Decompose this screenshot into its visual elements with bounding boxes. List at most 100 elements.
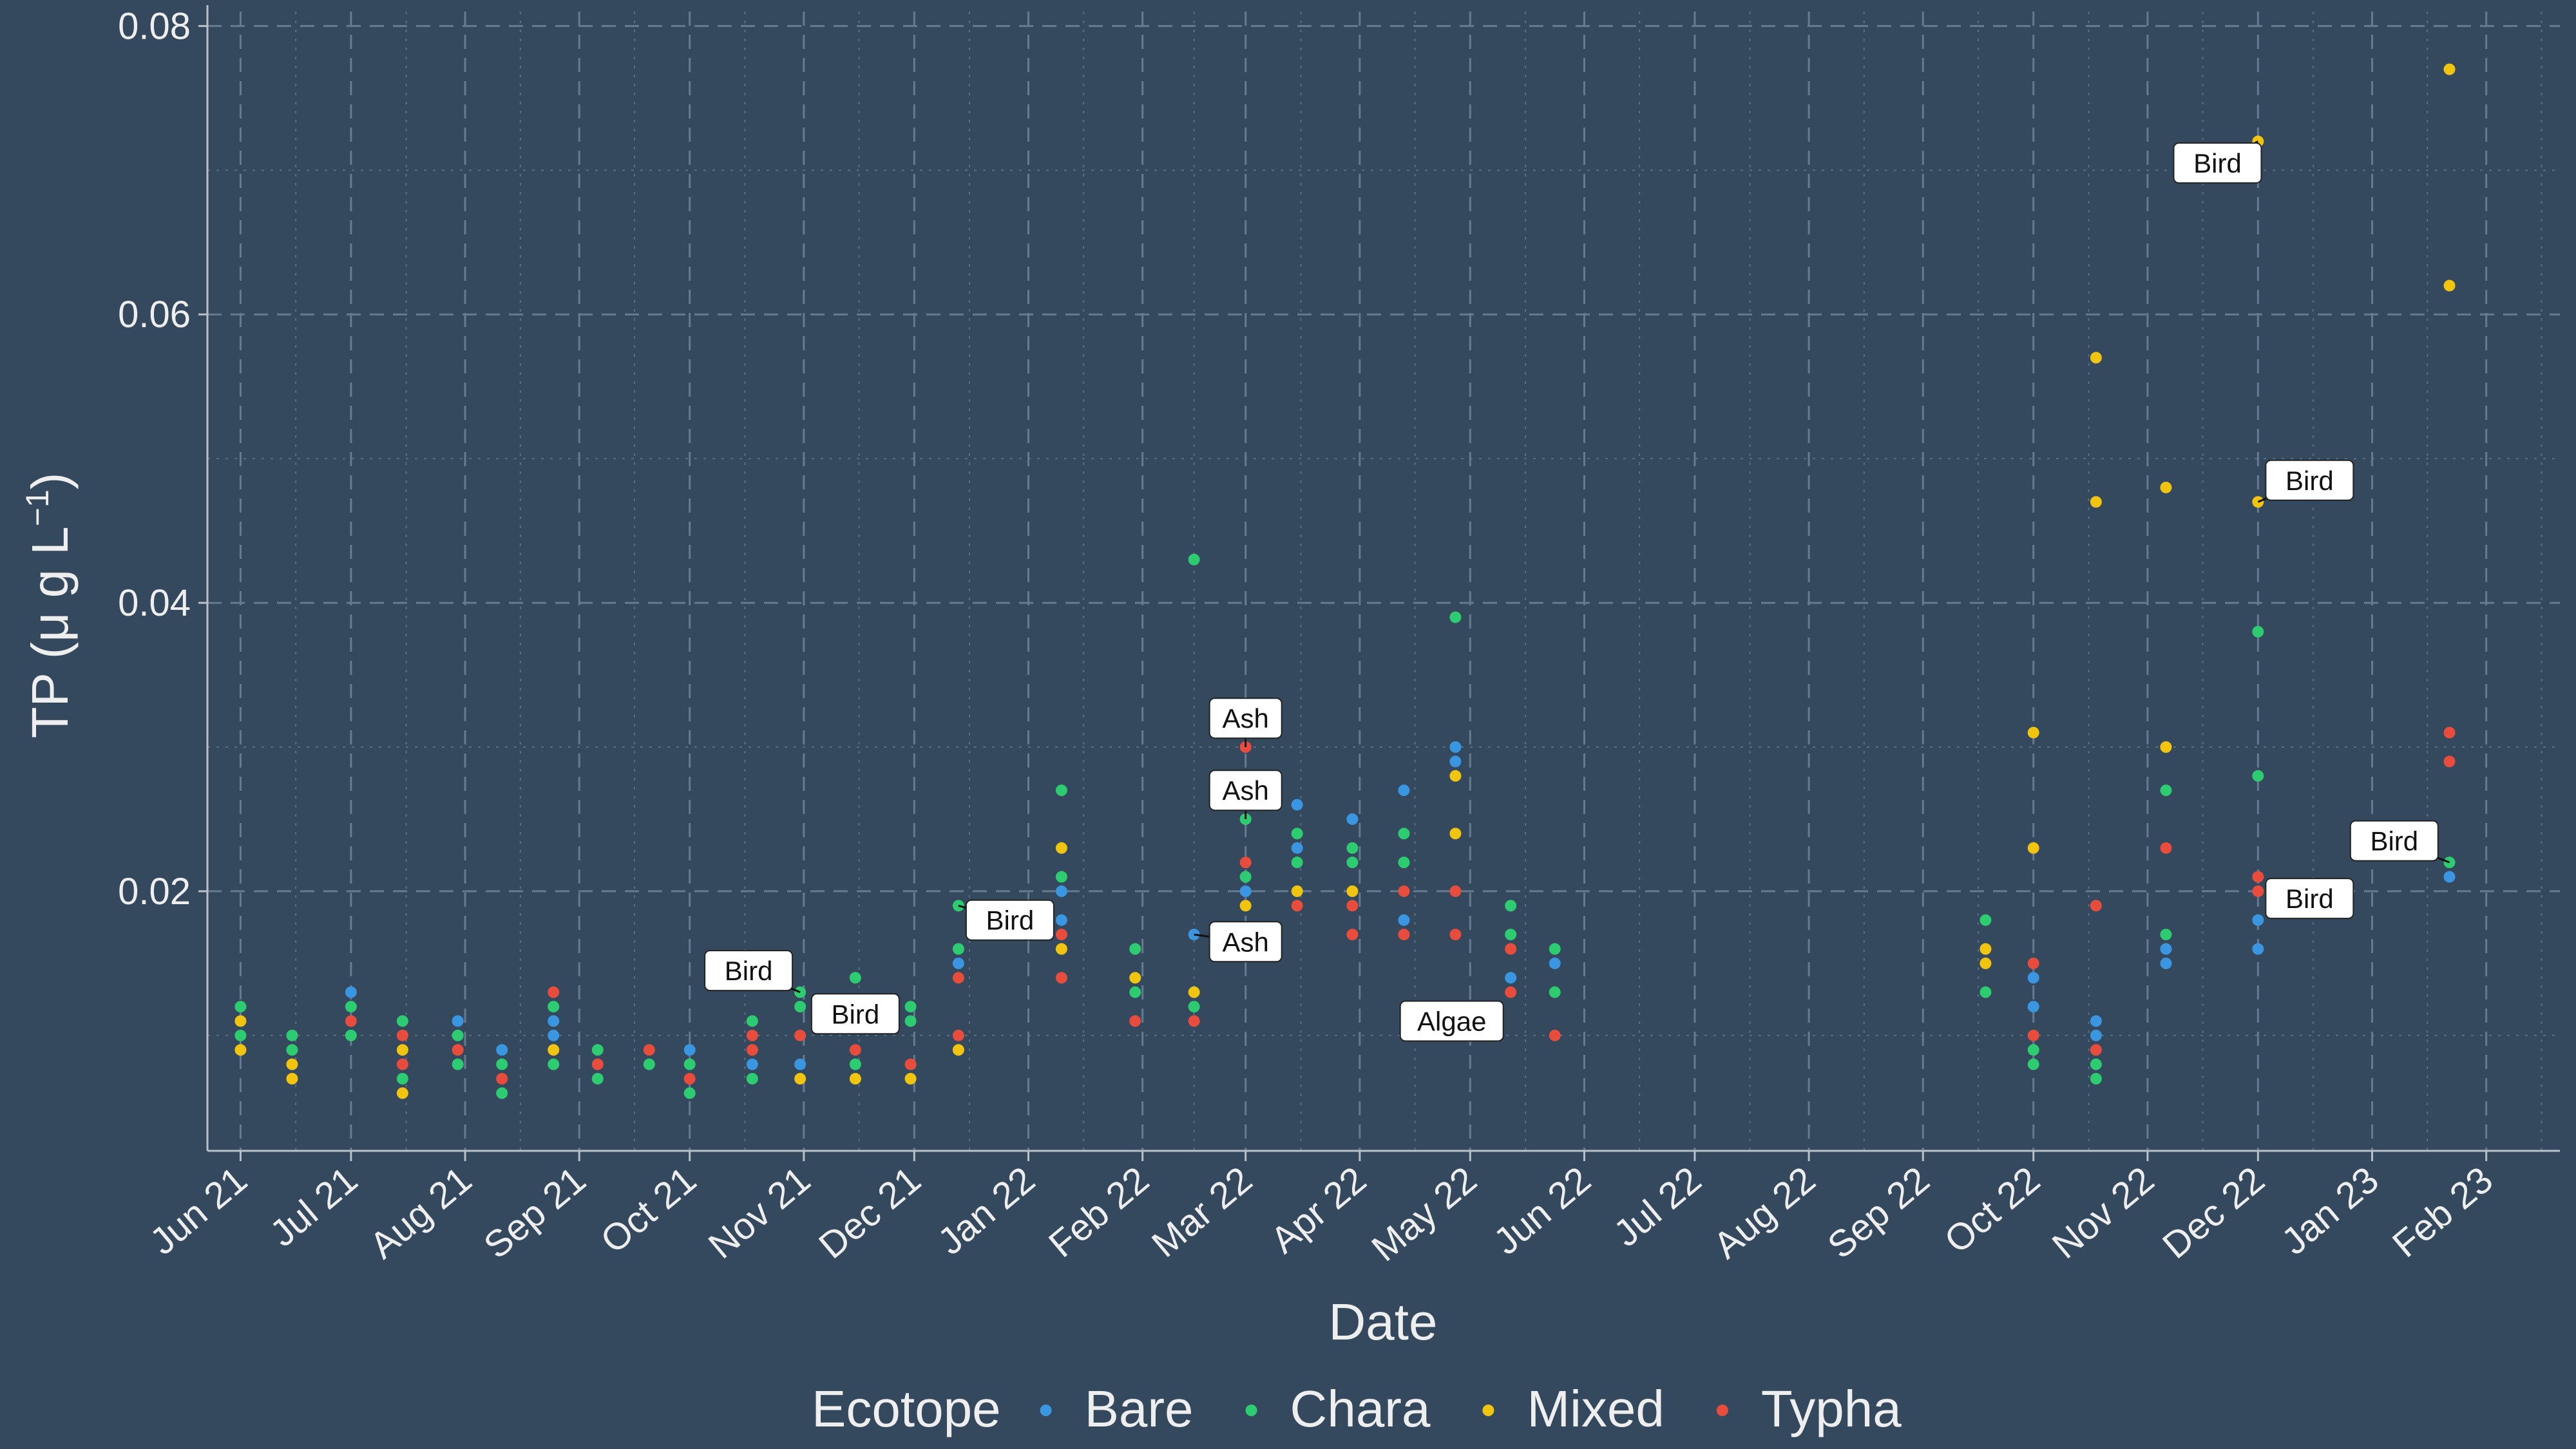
x-tick-label: Apr 22 xyxy=(1263,1159,1375,1262)
data-point-typha xyxy=(1398,929,1410,941)
data-point-chara xyxy=(2160,784,2172,797)
data-point-bare xyxy=(1055,885,1067,897)
data-point-bare xyxy=(2443,871,2456,883)
data-point-bare xyxy=(2160,943,2172,955)
data-point-chara xyxy=(396,1015,408,1027)
data-point-chara xyxy=(1346,857,1359,869)
x-tick-label: Feb 23 xyxy=(2385,1159,2501,1265)
data-point-mixed xyxy=(1346,885,1359,897)
data-point-typha xyxy=(952,972,964,984)
annotation-box xyxy=(2349,820,2439,862)
data-point-chara xyxy=(1549,943,1561,955)
x-tick-label: Jul 22 xyxy=(1606,1159,1709,1255)
annotation-text: Ash xyxy=(1222,927,1268,957)
annotation-label: Ash xyxy=(1194,921,1283,963)
data-point-typha xyxy=(2443,726,2456,739)
x-tick-label: May 22 xyxy=(1364,1159,1484,1269)
annotation-text: Algae xyxy=(1417,1006,1486,1036)
data-point-chara xyxy=(1188,1001,1200,1013)
data-point-chara xyxy=(1055,784,1067,797)
data-point-chara xyxy=(1398,857,1410,869)
legend-title: Ecotope xyxy=(812,1380,1001,1437)
data-point-typha xyxy=(1055,972,1067,984)
data-point-bare xyxy=(1346,813,1359,825)
annotation-label: Ash xyxy=(1208,697,1283,748)
annotations: Bird Bird Bird Ash Ash Ash Algae Bird Bird Bird Bi… xyxy=(704,140,2450,1042)
data-point-mixed xyxy=(1239,900,1252,912)
data-point-bare xyxy=(952,957,964,969)
annotation-box xyxy=(965,899,1054,941)
annotation-text: Bird xyxy=(725,956,773,986)
data-point-mixed xyxy=(548,1044,560,1056)
data-point-typha xyxy=(849,1044,861,1056)
data-point-typha xyxy=(794,1029,806,1041)
x-tick-label: Nov 22 xyxy=(2045,1159,2162,1267)
legend-label-bare: Bare xyxy=(1085,1380,1194,1437)
x-tick-label: Sep 21 xyxy=(476,1159,594,1267)
x-tick-label: Jun 22 xyxy=(1486,1159,1599,1263)
data-point-mixed xyxy=(1980,943,1992,955)
legend-key-typha xyxy=(1716,1405,1728,1416)
data-point-chara xyxy=(1549,986,1561,998)
data-point-mixed xyxy=(904,1073,917,1085)
data-point-typha xyxy=(2090,900,2102,912)
data-point-chara xyxy=(496,1087,508,1099)
data-point-chara xyxy=(286,1029,298,1041)
data-point-typha xyxy=(2160,842,2172,854)
data-point-mixed xyxy=(794,1073,806,1085)
data-point-chara xyxy=(345,1001,357,1013)
data-point-chara xyxy=(591,1073,604,1085)
annotation-box xyxy=(704,950,794,992)
data-point-chara xyxy=(849,972,861,984)
data-point-bare xyxy=(496,1044,508,1056)
grid-lines xyxy=(207,12,2560,1151)
annotation-label: Bird xyxy=(2349,820,2450,864)
data-point-bare xyxy=(2090,1029,2102,1041)
data-point-chara xyxy=(1291,828,1303,840)
x-tick-label: Dec 21 xyxy=(811,1159,929,1267)
data-point-typha xyxy=(1129,1015,1141,1027)
data-point-typha xyxy=(1055,929,1067,941)
data-point-chara xyxy=(496,1058,508,1070)
data-point-typha xyxy=(548,986,560,998)
data-point-typha xyxy=(396,1029,408,1041)
series-bare xyxy=(345,741,2456,1070)
legend-label-typha: Typha xyxy=(1761,1380,1902,1437)
data-point-typha xyxy=(345,1015,357,1027)
data-point-mixed xyxy=(396,1087,408,1099)
data-point-typha xyxy=(1346,900,1359,912)
data-point-mixed xyxy=(1449,770,1462,782)
annotation-box xyxy=(2265,459,2354,501)
series-mixed xyxy=(234,63,2456,1099)
data-point-mixed xyxy=(2090,352,2102,364)
data-point-bare xyxy=(1055,914,1067,926)
data-point-chara xyxy=(1188,553,1200,565)
x-tick-label: Oct 21 xyxy=(593,1159,704,1262)
x-tick-label: Jul 21 xyxy=(262,1159,365,1255)
data-point-chara xyxy=(1129,943,1141,955)
data-point-typha xyxy=(746,1044,758,1056)
data-point-chara xyxy=(683,1058,696,1070)
data-point-mixed xyxy=(849,1073,861,1085)
data-point-chara xyxy=(683,1087,696,1099)
data-point-typha xyxy=(2090,1044,2102,1056)
x-tick-label: Jun 21 xyxy=(142,1159,255,1263)
data-point-chara xyxy=(794,1001,806,1013)
data-point-mixed xyxy=(1055,842,1067,854)
data-point-typha xyxy=(2443,755,2456,768)
series-typha xyxy=(345,726,2456,1085)
legend-key-chara xyxy=(1245,1405,1257,1416)
data-point-mixed xyxy=(286,1058,298,1070)
data-point-chara xyxy=(904,1001,917,1013)
data-point-chara xyxy=(643,1058,655,1070)
data-point-chara xyxy=(952,943,964,955)
annotation-box xyxy=(810,993,900,1035)
annotation-text: Bird xyxy=(2285,466,2334,496)
data-point-bare xyxy=(2252,914,2264,926)
data-point-chara xyxy=(2252,625,2264,638)
legend-key-mixed xyxy=(1482,1405,1494,1416)
data-point-mixed xyxy=(1055,943,1067,955)
data-point-bare xyxy=(1398,784,1410,797)
